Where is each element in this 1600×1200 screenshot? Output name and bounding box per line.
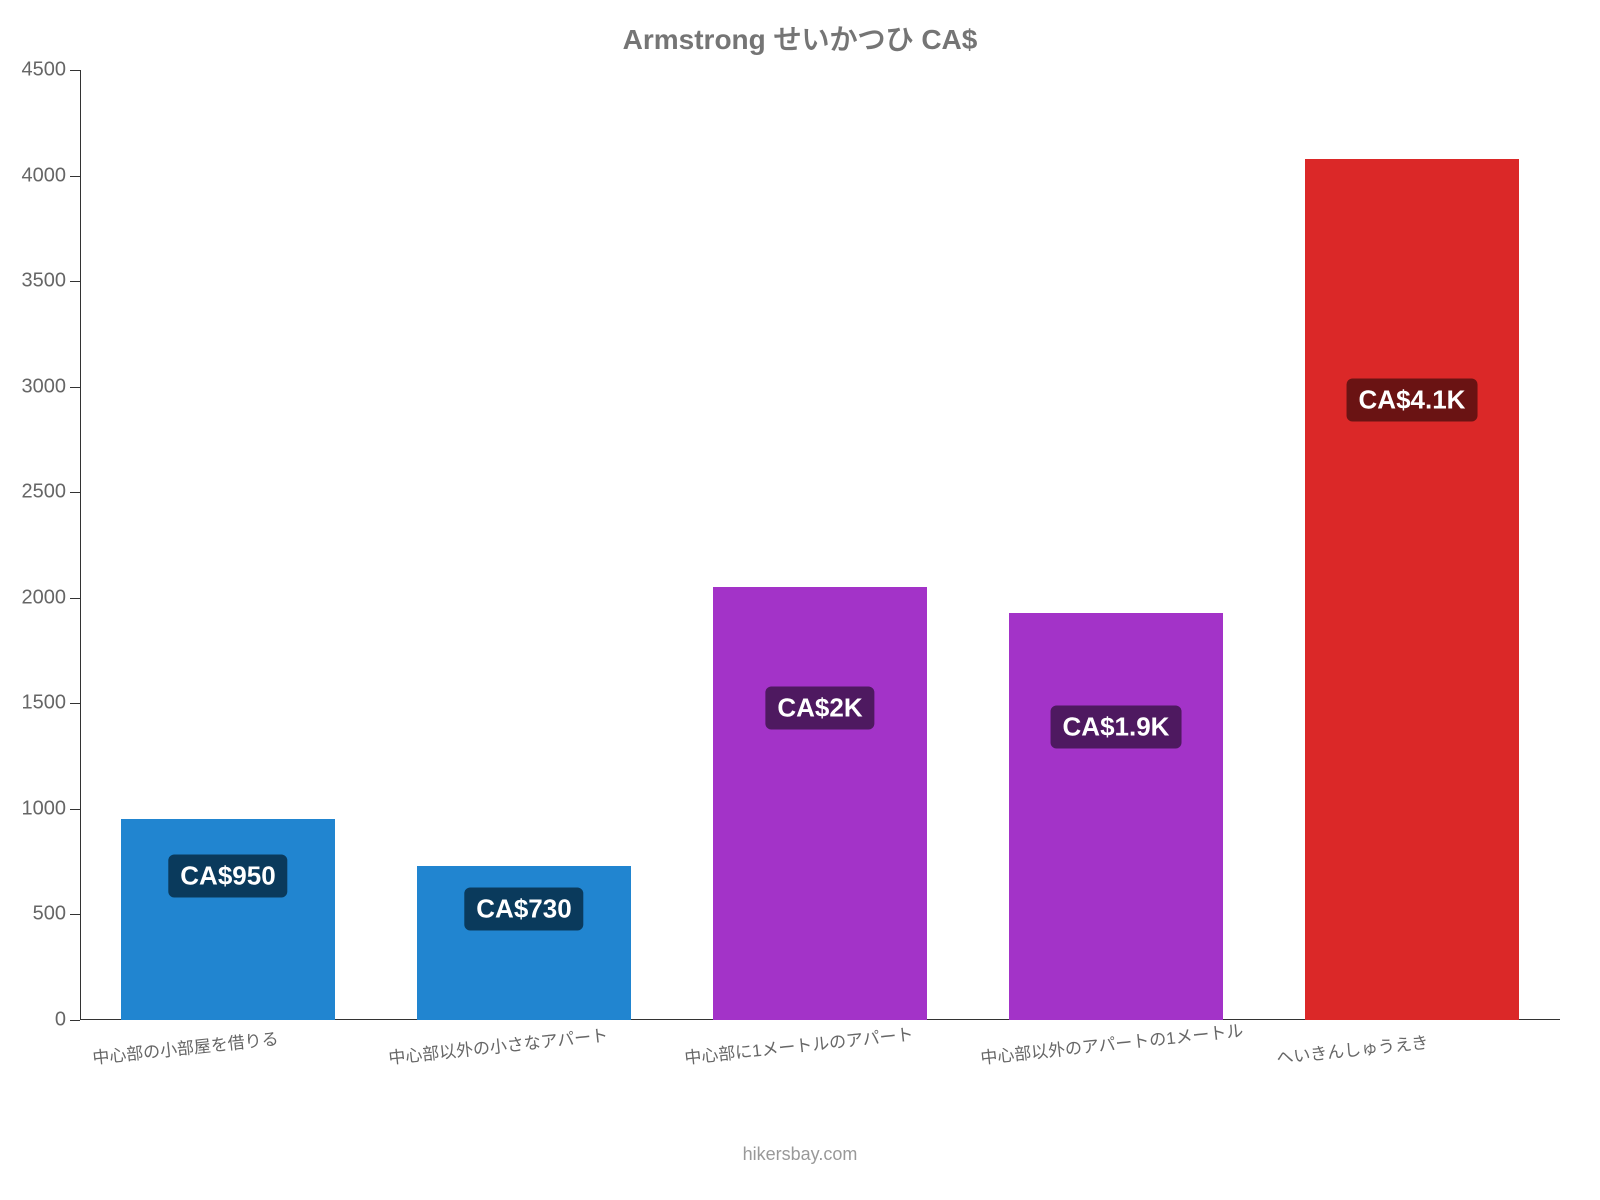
bar: CA$730	[417, 866, 630, 1020]
y-tick-label: 1500	[22, 692, 81, 715]
x-axis-label: 中心部以外のアパートの1メートル	[979, 1016, 1244, 1068]
x-axis-label: 中心部の小部屋を借りる	[91, 1024, 280, 1068]
x-axis-labels: 中心部の小部屋を借りる中心部以外の小さなアパート中心部に1メートルのアパート中心…	[80, 1020, 1560, 1100]
bar-value-label: CA$950	[168, 854, 287, 897]
y-tick-label: 0	[55, 1009, 80, 1032]
bar-value-label: CA$730	[464, 888, 583, 931]
y-tick-label: 3500	[22, 270, 81, 293]
y-tick-label: 2500	[22, 481, 81, 504]
chart-title: Armstrong せいかつひ CA$	[0, 18, 1600, 58]
y-tick-label: 4000	[22, 164, 81, 187]
bar: CA$2K	[713, 587, 926, 1020]
bar: CA$950	[121, 819, 334, 1020]
y-tick-label: 3000	[22, 375, 81, 398]
x-axis-label: 中心部以外の小さなアパート	[387, 1021, 609, 1069]
bar-value-label: CA$2K	[765, 687, 874, 730]
bar: CA$1.9K	[1009, 613, 1222, 1020]
plot-area: 050010001500200025003000350040004500CA$9…	[80, 70, 1560, 1020]
y-tick-label: 2000	[22, 586, 81, 609]
y-tick-label: 500	[33, 903, 80, 926]
x-axis-label: へいきんしゅうえき	[1275, 1028, 1429, 1069]
x-axis-label: 中心部に1メートルのアパート	[683, 1020, 914, 1069]
chart-footer: hikersbay.com	[0, 1144, 1600, 1165]
bar-value-label: CA$1.9K	[1051, 705, 1182, 748]
chart-container: Armstrong せいかつひ CA$ 05001000150020002500…	[0, 0, 1600, 1200]
y-tick-label: 4500	[22, 59, 81, 82]
bar-value-label: CA$4.1K	[1347, 378, 1478, 421]
y-tick-label: 1000	[22, 797, 81, 820]
bar: CA$4.1K	[1305, 159, 1518, 1020]
